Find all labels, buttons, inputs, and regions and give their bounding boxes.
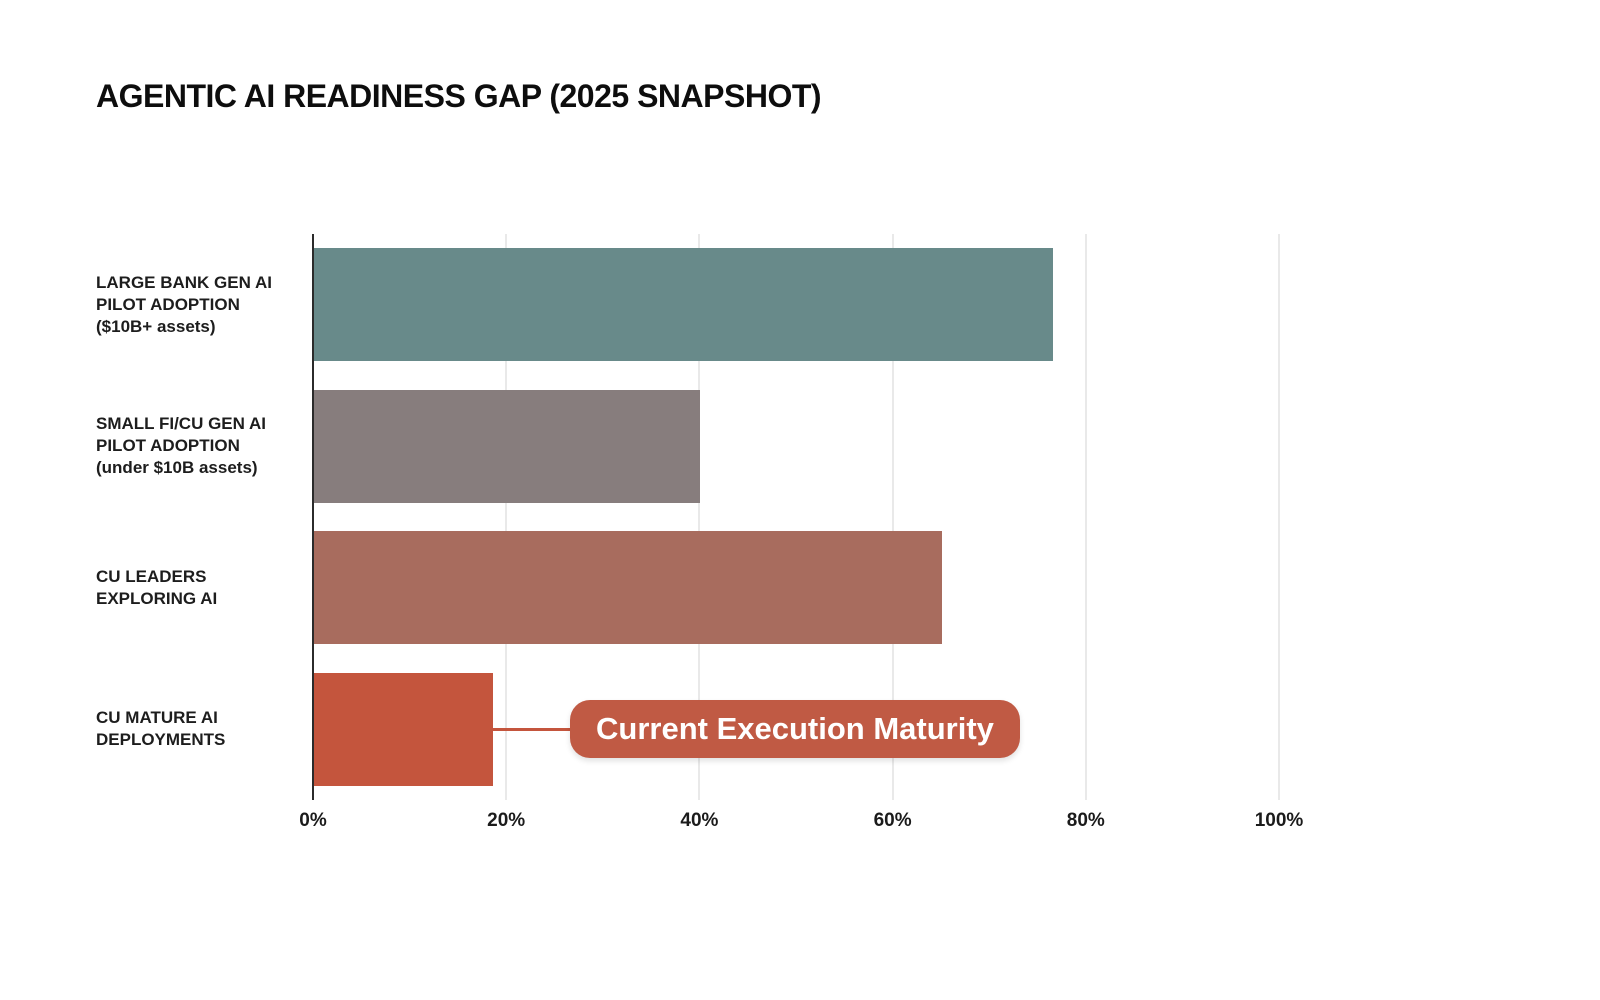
category-label-line: DEPLOYMENTS (96, 730, 226, 750)
bar-3 (314, 531, 942, 645)
x-tick-label-60%: 60% (873, 810, 912, 831)
annotation-pill: Current Execution Maturity (570, 700, 1020, 759)
chart-title: AGENTIC AI READINESS GAP (2025 SNAPSHOT) (96, 78, 822, 114)
gridline-100 (1278, 234, 1280, 800)
gridline-20 (505, 234, 508, 800)
category-label-2: SMALL FI/CU GEN AI PILOT ADOPTION (under $… (96, 413, 311, 479)
category-label-line: CU LEADERS (96, 566, 207, 586)
category-label-4: CU MATURE AI DEPLOYMENTS (96, 707, 311, 751)
bar-1 (314, 248, 1053, 362)
category-label-3: CU LEADERS EXPLORING AI (96, 566, 311, 610)
plot-area (312, 234, 1280, 800)
x-tick-label-0%: 0% (299, 810, 327, 831)
category-label-line: PILOT ADOPTION (96, 294, 240, 314)
x-tick-label-40%: 40% (680, 810, 719, 831)
category-label-line: LARGE BANK GEN AI (96, 272, 272, 292)
category-label-line: (under $10B assets) (96, 458, 258, 478)
gridline-80 (1084, 234, 1087, 800)
category-label-line: ($10B+ assets) (96, 316, 216, 336)
y-axis-line (312, 234, 314, 800)
bar-2 (314, 389, 701, 503)
x-tick-label-20%: 20% (487, 810, 526, 831)
category-label-line: EXPLORING AI (96, 588, 218, 608)
category-label-line: CU MATURE AI (96, 708, 218, 728)
bar-4 (314, 672, 493, 786)
annotation-label: Current Execution Maturity (596, 711, 994, 747)
annotation-connector-line (491, 727, 570, 731)
category-label-line: PILOT ADOPTION (96, 436, 240, 456)
category-label-1: LARGE BANK GEN AI PILOT ADOPTION ($10B+ as… (96, 272, 311, 338)
gridline-40 (698, 234, 701, 800)
x-tick-label-80%: 80% (1066, 810, 1105, 831)
gridline-60 (891, 234, 894, 800)
x-tick-label-100%: 100% (1254, 810, 1304, 831)
category-label-line: SMALL FI/CU GEN AI (96, 414, 266, 434)
